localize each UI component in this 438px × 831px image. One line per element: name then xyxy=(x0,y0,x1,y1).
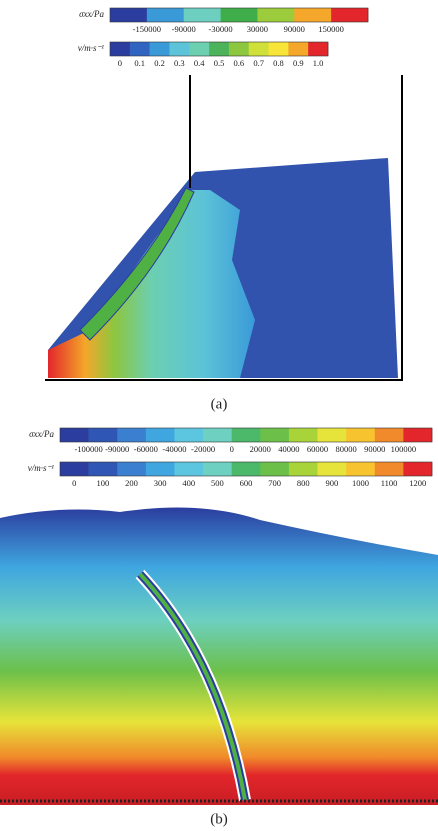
colorbar-swatch xyxy=(184,8,221,22)
colorbar-tick-label: 1.0 xyxy=(313,58,324,68)
colorbar-swatch xyxy=(260,428,289,442)
colorbar-label: v/m·s⁻¹ xyxy=(28,463,54,473)
colorbar-tick-label: 0.9 xyxy=(293,58,304,68)
colorbar-tick-label: 0.6 xyxy=(234,58,245,68)
colorbar-swatch xyxy=(289,462,318,476)
colorbar-tick-label: -150000 xyxy=(133,24,161,34)
colorbar-swatch xyxy=(403,428,432,442)
colorbar-swatch xyxy=(147,8,184,22)
colorbar-tick-label: 600 xyxy=(240,478,253,488)
colorbar-swatch xyxy=(60,462,89,476)
colorbar-tick-label: 1100 xyxy=(381,478,398,488)
colorbar-swatch xyxy=(117,462,146,476)
colorbar-tick-label: 90000 xyxy=(364,444,385,454)
colorbar-swatch xyxy=(318,462,347,476)
colorbar-swatch xyxy=(403,462,432,476)
colorbar-tick-label: 200 xyxy=(125,478,138,488)
colorbar-tick-label: 150000 xyxy=(318,24,344,34)
colorbar-tick-label: 100 xyxy=(97,478,110,488)
caption: (a) xyxy=(211,396,228,412)
colorbar-tick-label: -100000 xyxy=(74,444,102,454)
colorbar-tick-label: 700 xyxy=(268,478,281,488)
colorbar-label: v/m·s⁻¹ xyxy=(78,43,104,53)
colorbar-tick-label: 300 xyxy=(154,478,167,488)
colorbar-tick-label: 800 xyxy=(297,478,310,488)
colorbar-tick-label: 400 xyxy=(182,478,195,488)
colorbar-label: σxx/Pa xyxy=(79,9,104,19)
colorbar-tick-label: -60000 xyxy=(134,444,158,454)
colorbar-tick-label: 90000 xyxy=(284,24,305,34)
colorbar-tick-label: 80000 xyxy=(336,444,357,454)
colorbar-tick-label: 60000 xyxy=(307,444,328,454)
colorbar-swatch xyxy=(146,428,175,442)
colorbar-swatch xyxy=(209,42,229,56)
colorbar-swatch xyxy=(174,428,203,442)
caption: (b) xyxy=(210,811,228,827)
colorbar-swatch xyxy=(308,42,328,56)
colorbar-swatch xyxy=(289,428,318,442)
colorbar-tick-label: -20000 xyxy=(191,444,215,454)
colorbar-tick-label: 0 xyxy=(230,444,234,454)
colorbar-tick-label: 40000 xyxy=(278,444,299,454)
colorbar-swatch xyxy=(232,462,261,476)
colorbar-swatch xyxy=(130,42,150,56)
colorbar-tick-label: -90000 xyxy=(172,24,196,34)
colorbar-tick-label: -30000 xyxy=(209,24,233,34)
colorbar-tick-label: 20000 xyxy=(250,444,271,454)
colorbar-tick-label: 0.5 xyxy=(214,58,225,68)
flow-front xyxy=(48,190,255,378)
colorbar-swatch xyxy=(221,8,258,22)
colorbar-swatch xyxy=(110,8,147,22)
panel-b-image xyxy=(0,508,438,806)
colorbar-tick-label: 0.4 xyxy=(194,58,205,68)
colorbar-tick-label: 500 xyxy=(211,478,224,488)
colorbar-tick-label: -40000 xyxy=(162,444,186,454)
colorbar-swatch xyxy=(169,42,189,56)
colorbar-swatch xyxy=(60,428,89,442)
colorbar-swatch xyxy=(257,8,294,22)
colorbar-tick-label: 100000 xyxy=(391,444,417,454)
colorbar-swatch xyxy=(232,428,261,442)
colorbar-tick-label: 1000 xyxy=(352,478,369,488)
colorbar-swatch xyxy=(294,8,331,22)
colorbar-swatch xyxy=(89,428,118,442)
colorbar-tick-label: 30000 xyxy=(247,24,268,34)
colorbar-swatch xyxy=(110,42,130,56)
colorbar-swatch xyxy=(260,462,289,476)
colorbar-swatch xyxy=(375,428,404,442)
colorbar-tick-label: 0.1 xyxy=(134,58,145,68)
colorbar-tick-label: 0.2 xyxy=(154,58,165,68)
colorbar-swatch xyxy=(269,42,289,56)
soil xyxy=(0,508,438,806)
colorbar-tick-label: 0.8 xyxy=(273,58,284,68)
colorbar-swatch xyxy=(174,462,203,476)
colorbar-swatch xyxy=(249,42,269,56)
panel-a-image xyxy=(45,75,403,380)
colorbar-swatch xyxy=(203,462,232,476)
colorbar-tick-label: 0 xyxy=(118,58,122,68)
colorbar-swatch xyxy=(318,428,347,442)
figure: σxx/Pa-150000-90000-30000300009000015000… xyxy=(0,0,438,831)
colorbar-swatch xyxy=(89,462,118,476)
colorbar-swatch xyxy=(146,462,175,476)
colorbar-label: σxx/Pa xyxy=(29,429,54,439)
colorbar-swatch xyxy=(150,42,170,56)
colorbar-swatch xyxy=(346,428,375,442)
colorbar-tick-label: 0 xyxy=(72,478,76,488)
colorbar-tick-label: -90000 xyxy=(105,444,129,454)
colorbar-swatch xyxy=(203,428,232,442)
colorbar-swatch xyxy=(229,42,249,56)
colorbar-swatch xyxy=(288,42,308,56)
colorbar-tick-label: 0.3 xyxy=(174,58,185,68)
colorbar-tick-label: 1200 xyxy=(409,478,426,488)
colorbar-swatch xyxy=(375,462,404,476)
colorbar-swatch xyxy=(117,428,146,442)
colorbar-tick-label: 0.7 xyxy=(253,58,264,68)
colorbar-tick-label: 900 xyxy=(325,478,338,488)
colorbar-swatch xyxy=(331,8,368,22)
colorbar-swatch xyxy=(346,462,375,476)
colorbar-swatch xyxy=(189,42,209,56)
